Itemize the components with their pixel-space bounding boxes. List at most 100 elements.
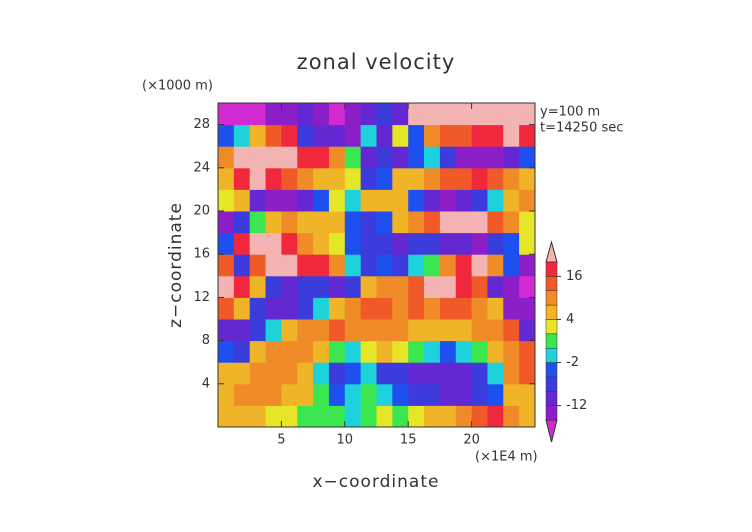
cell	[344, 189, 362, 212]
cell	[376, 146, 393, 169]
cell	[313, 383, 330, 406]
cell	[360, 146, 377, 169]
cell	[328, 297, 346, 320]
cell	[408, 383, 425, 406]
cell	[439, 405, 457, 428]
cell	[439, 232, 457, 255]
cell	[408, 189, 425, 212]
cell	[439, 275, 457, 298]
cell	[487, 211, 504, 234]
x-axis-label: x−coordinate	[313, 472, 440, 492]
colorbar-segment	[545, 391, 558, 406]
x-tick-label: 15	[400, 433, 417, 448]
cell	[265, 103, 282, 126]
cell	[233, 319, 251, 342]
cell	[281, 146, 298, 169]
cell	[344, 167, 362, 190]
cell	[455, 124, 473, 147]
cell	[233, 124, 251, 147]
cell	[233, 103, 251, 126]
cell	[218, 189, 235, 212]
cell	[218, 275, 235, 298]
cell	[265, 232, 282, 255]
cell	[392, 362, 409, 385]
cell	[233, 275, 251, 298]
cell	[487, 103, 504, 126]
cell	[487, 167, 504, 190]
cell	[519, 362, 536, 385]
cell	[408, 167, 425, 190]
cell	[455, 211, 473, 234]
cell	[439, 211, 457, 234]
cell	[297, 124, 314, 147]
cell	[233, 167, 251, 190]
colorbar-tick-label: 16	[566, 269, 583, 284]
cell	[424, 254, 441, 277]
cell	[233, 189, 251, 212]
cell	[487, 405, 504, 428]
colorbar-segment	[545, 290, 558, 306]
colorbar-segment	[545, 304, 558, 320]
y-tick-label: 12	[193, 290, 210, 305]
cell	[455, 362, 473, 385]
cell	[249, 297, 267, 320]
cell	[376, 124, 393, 147]
x-tick-label: 5	[277, 433, 285, 448]
cell	[297, 146, 314, 169]
cell	[249, 254, 267, 277]
cell	[281, 211, 298, 234]
cell	[218, 211, 235, 234]
y-unit: (×1000 m)	[142, 79, 213, 94]
cell	[328, 275, 346, 298]
cell	[519, 189, 536, 212]
cell	[344, 362, 362, 385]
cell	[360, 405, 377, 428]
cell	[297, 189, 314, 212]
cell	[297, 340, 314, 363]
cell	[471, 124, 488, 147]
cell	[376, 167, 393, 190]
cell	[344, 383, 362, 406]
cell	[503, 124, 520, 147]
cell	[249, 340, 267, 363]
cell	[249, 275, 267, 298]
cell	[265, 319, 282, 342]
cell	[455, 405, 473, 428]
cell	[249, 405, 267, 428]
cell	[503, 211, 520, 234]
chart-title: zonal velocity	[297, 50, 456, 74]
cell	[376, 362, 393, 385]
cell	[281, 275, 298, 298]
colorbar-segment	[545, 376, 558, 392]
cell	[408, 362, 425, 385]
cell	[408, 146, 425, 169]
cell	[439, 319, 457, 342]
cell	[328, 146, 346, 169]
y-tick-label: 24	[193, 160, 210, 175]
cell	[439, 340, 457, 363]
cell	[392, 254, 409, 277]
cell	[313, 211, 330, 234]
cell	[424, 319, 441, 342]
cell	[392, 275, 409, 298]
y-tick-label: 16	[193, 247, 210, 262]
cell	[360, 103, 377, 126]
cell	[218, 254, 235, 277]
cell	[471, 319, 488, 342]
cell	[218, 405, 235, 428]
cell	[455, 319, 473, 342]
cell	[408, 124, 425, 147]
y-tick-label: 8	[202, 333, 210, 348]
cell	[471, 405, 488, 428]
cell	[376, 405, 393, 428]
cell	[281, 103, 298, 126]
cell	[424, 167, 441, 190]
cell	[471, 383, 488, 406]
cell	[471, 362, 488, 385]
cell	[344, 103, 362, 126]
cell	[503, 232, 520, 255]
cell	[218, 124, 235, 147]
cell	[503, 275, 520, 298]
cell	[281, 189, 298, 212]
